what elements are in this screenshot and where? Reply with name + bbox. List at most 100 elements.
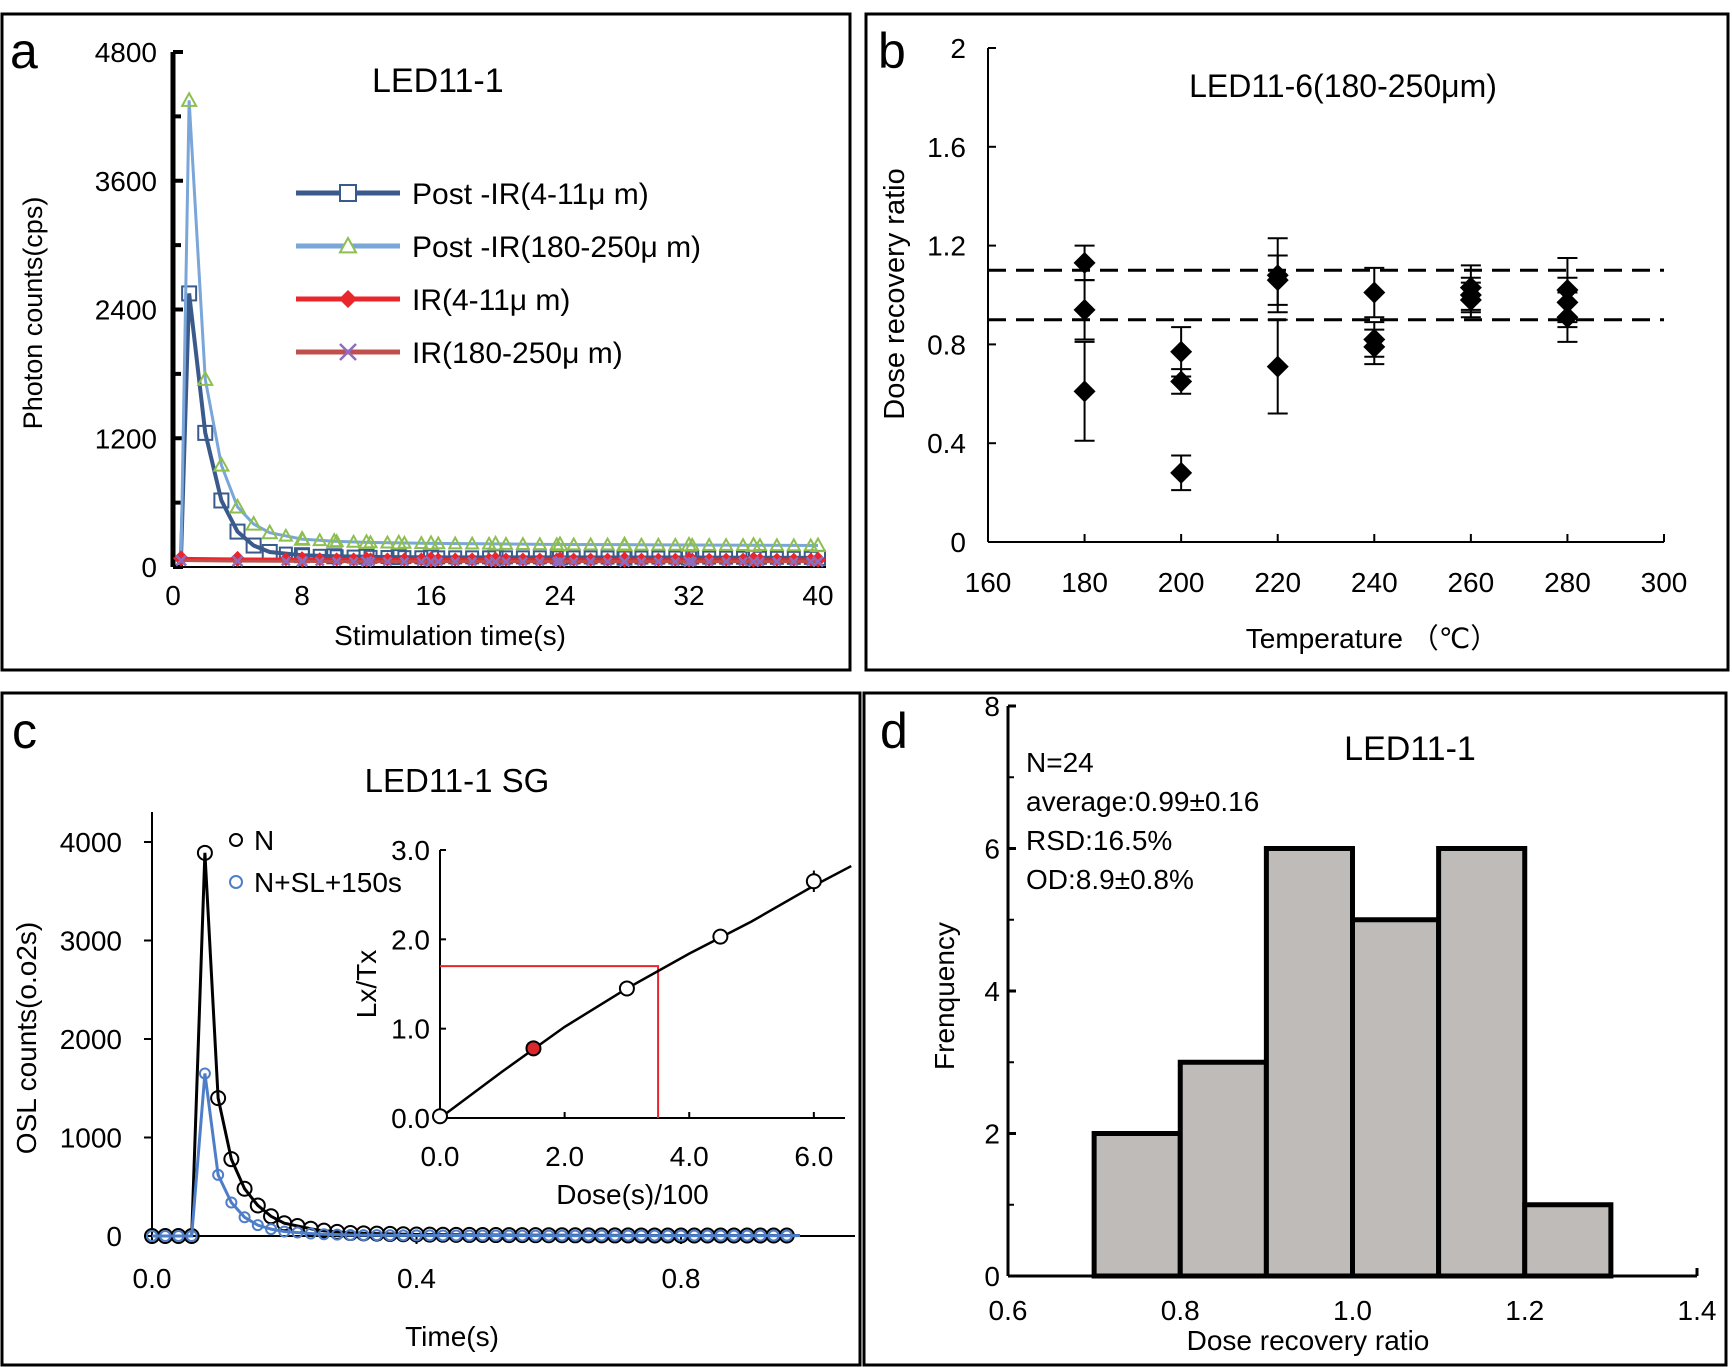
panel-a-data-point [701, 537, 717, 551]
panel-c-data-point [249, 1197, 266, 1214]
inset-interpolation-line [440, 965, 660, 1118]
panel-c-data-point [331, 1228, 344, 1241]
panel-a-data-point [670, 556, 681, 567]
panel-a-y-tick-label: 4800 [95, 37, 157, 68]
panel-c-data-point [238, 1211, 251, 1224]
panel-c-data-point [146, 1230, 158, 1242]
panel-a-data-point [173, 550, 190, 567]
panel-c-data-point [172, 1230, 185, 1242]
panel-a-legend-marker [338, 235, 358, 254]
panel-a-data-point [687, 556, 698, 567]
panel-a-data-point [196, 370, 214, 386]
panel-c-data-point [727, 1229, 740, 1242]
panel-d-histogram-bar [1177, 1059, 1269, 1279]
panel-a-data-point [345, 533, 362, 548]
panel-a-data-point [228, 497, 247, 514]
inset-x-tick-label: 4.0 [670, 1141, 709, 1172]
panel-a-data-point [212, 456, 231, 472]
panel-c-data-point [476, 1229, 489, 1242]
inset-ylabel: Lx/Tx [351, 950, 382, 1018]
panel-d-histogram-bar [1263, 846, 1355, 1279]
panel-d-annotation: N=24 [1026, 747, 1094, 778]
panel-d: d LED11-1 Dose recovery ratio Frenquency… [880, 691, 1716, 1356]
inset-y-tick-label: 2.0 [391, 924, 430, 955]
panel-c-data-point [196, 844, 213, 861]
panel-a-data-point [382, 556, 393, 567]
panel-a-data-point [752, 537, 768, 552]
panel-c-data-point [635, 1229, 648, 1242]
panel-d-x-tick-label: 0.6 [989, 1295, 1028, 1326]
panel-a-data-point [231, 555, 244, 567]
panel-a-data-point [602, 556, 613, 567]
panel-a-data-point [244, 515, 263, 531]
panel-c-data-point [661, 1229, 674, 1242]
inset-data-point [525, 1040, 542, 1057]
panel-c-data-point [489, 1229, 502, 1242]
panel-c-data-point [223, 1151, 240, 1168]
panel-a-x-tick-label: 32 [673, 580, 704, 611]
panel-a-x-tick-label: 8 [294, 580, 310, 611]
panel-b-title: LED11-6(180-250μm) [1189, 68, 1497, 104]
panel-b-xlabel: Temperature （℃） [1246, 623, 1498, 654]
panel-c-xlabel: Time(s) [405, 1321, 499, 1352]
panel-a-data-point [261, 523, 279, 540]
panel-a-data-point [365, 556, 376, 567]
panel-b-y-tick-label: 0.4 [927, 428, 966, 459]
panel-a-series-line [179, 100, 819, 557]
panel-d-title: LED11-1 [1344, 730, 1476, 768]
panel-a-data-point [786, 537, 802, 552]
panel-c-x-tick-label: 0.4 [397, 1263, 436, 1294]
panel-c-data-point [595, 1229, 608, 1242]
panel-b-y-tick-label: 1.6 [927, 132, 966, 163]
inset-y-tick-label: 0.0 [391, 1103, 430, 1134]
inset-data-point [805, 873, 822, 890]
panel-a-data-point [430, 535, 446, 550]
panel-a-data-point [229, 523, 246, 540]
panel-a-data-point [450, 556, 461, 567]
panel-a-data-point [551, 556, 562, 567]
panel-a-data-point [280, 556, 291, 567]
panel-d-x-tick-label: 1.4 [1678, 1295, 1717, 1326]
panel-a-x-tick-label: 24 [544, 580, 575, 611]
panel-c-data-point [159, 1230, 172, 1242]
panel-a-legend-label: Post -IR(180-250μ m) [412, 231, 701, 264]
panel-d-annotation: OD:8.9±0.8% [1026, 864, 1194, 895]
panel-a-data-point [554, 555, 566, 568]
panel-c-x-tick-label: 0.8 [662, 1263, 701, 1294]
panel-a-data-point [396, 534, 413, 549]
panel-b-data-point [1363, 281, 1386, 304]
panel-d-y-tick-label: 8 [984, 691, 1000, 722]
panel-c-x-tick-label: 0.0 [133, 1263, 172, 1294]
panel-c-series-line [152, 1073, 801, 1238]
panel-b-data-point [1363, 335, 1386, 358]
inset-x-tick-label: 2.0 [545, 1141, 584, 1172]
panel-a-data-point [788, 556, 799, 567]
panel-b-data-point [1073, 298, 1096, 321]
panel-a-data-point [636, 556, 647, 567]
panel-d-letter: d [880, 703, 908, 759]
panel-d-y-tick-label: 6 [984, 834, 1000, 865]
panel-c-data-point [278, 1225, 291, 1238]
panel-a-xlabel: Stimulation time(s) [334, 620, 566, 651]
inset-fit-curve [439, 864, 852, 1120]
panel-a: a LED11-1 Stimulation time(s) Photon cou… [10, 23, 834, 651]
panel-c-data-point [370, 1229, 383, 1242]
panel-a-series-line [181, 559, 818, 564]
panel-d-x-tick-label: 1.2 [1505, 1295, 1544, 1326]
panel-c-data-point [357, 1229, 370, 1242]
panel-b-frame [864, 12, 1730, 672]
panel-a-data-point [735, 537, 751, 551]
panel-c-data-point [450, 1229, 463, 1242]
panel-b-data-point [1459, 288, 1482, 311]
panel-a-data-point [769, 537, 785, 552]
panel-d-y-tick-label: 4 [984, 976, 1000, 1007]
panel-c-data-point [555, 1229, 568, 1242]
panel-c-data-point [714, 1229, 727, 1242]
panel-a-data-point [704, 556, 715, 567]
panel-b-data-point [1170, 461, 1193, 484]
panel-c-data-point [569, 1229, 582, 1242]
panel-c-legend-label: N+SL+150s [254, 867, 402, 898]
panel-c-data-point [529, 1229, 542, 1242]
panel-d-x-tick-label: 0.8 [1161, 1295, 1200, 1326]
panel-a-letter: a [10, 23, 38, 79]
